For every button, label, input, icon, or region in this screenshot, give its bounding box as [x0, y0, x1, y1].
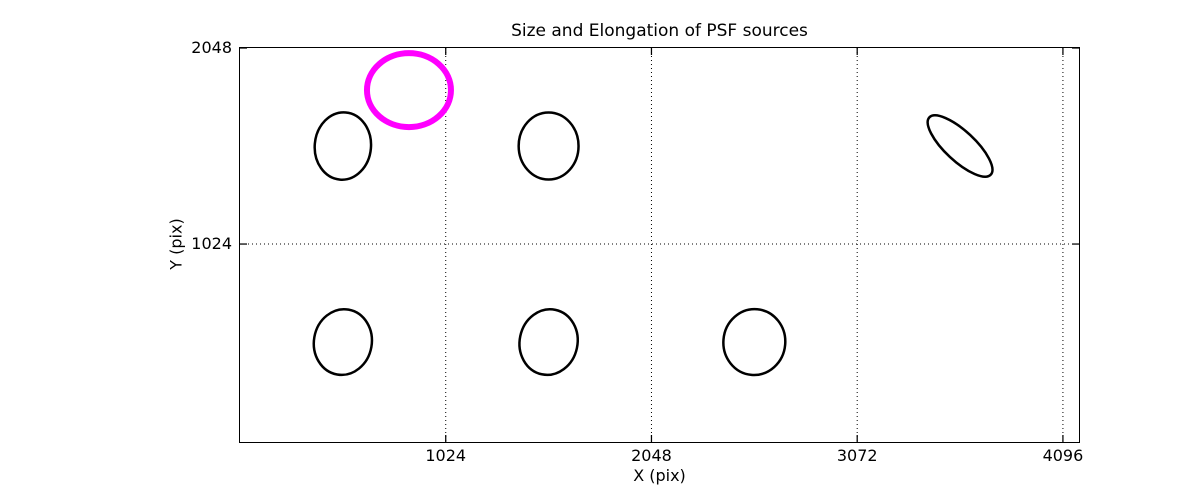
psf-ellipse — [722, 307, 787, 377]
x-tick-label: 4096 — [1042, 446, 1084, 465]
x-tick-label: 1024 — [425, 446, 467, 465]
y-axis-label: Y (pix) — [166, 218, 186, 270]
x-tick-label: 3072 — [836, 446, 878, 465]
psf-ellipse — [312, 307, 374, 377]
y-tick-label: 2048 — [191, 38, 232, 57]
x-axis-label: X (pix) — [633, 466, 686, 485]
plot-canvas — [240, 48, 1079, 442]
psf-ellipse — [313, 111, 373, 181]
plot-area — [239, 47, 1080, 443]
psf-ellipse — [518, 308, 579, 377]
psf-ellipse — [517, 111, 580, 181]
psf-ellipse-highlighted — [363, 50, 454, 131]
y-tick-label: 1024 — [191, 234, 232, 254]
psf-ellipse — [926, 114, 994, 178]
x-tick-label: 2048 — [631, 446, 672, 465]
chart-title: Size and Elongation of PSF sources — [511, 21, 808, 41]
